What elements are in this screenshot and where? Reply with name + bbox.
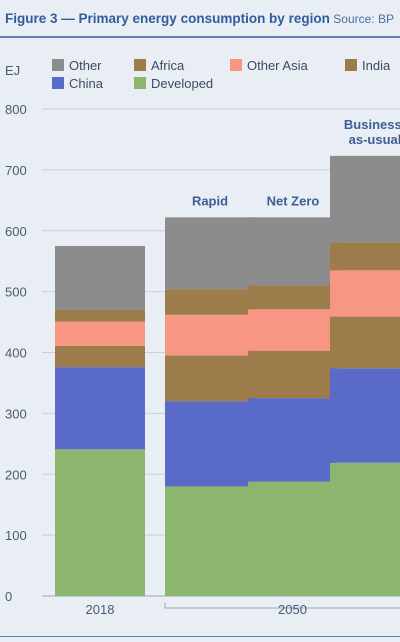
- bar-segment: [330, 270, 400, 317]
- bar-segment: [55, 345, 145, 368]
- scenario-label: Rapid: [192, 193, 228, 208]
- header-rule: [0, 36, 400, 38]
- y-tick-label: 600: [5, 224, 27, 239]
- x-group-bracket: [164, 603, 400, 609]
- bar-segment: [248, 481, 338, 596]
- bar-segment: [55, 367, 145, 450]
- legend-label: Other: [69, 58, 102, 73]
- bar-segment: [248, 217, 338, 286]
- y-tick-label: 700: [5, 163, 27, 178]
- bar-segment: [55, 321, 145, 346]
- y-tick-label: 800: [5, 102, 27, 117]
- bar-segment: [55, 245, 145, 310]
- legend-label: Other Asia: [247, 58, 308, 73]
- legend-swatch: [52, 77, 64, 89]
- legend: Other Africa Other Asia India China Developed: [52, 58, 391, 91]
- y-tick-label: 0: [5, 589, 12, 604]
- bar-segment: [165, 217, 255, 290]
- bar-labels: Rapid Net Zero Business-as-usual: [192, 117, 400, 208]
- y-axis-label: EJ: [5, 63, 20, 78]
- x-axis: 2018 2050: [86, 602, 400, 617]
- legend-label: Africa: [151, 58, 185, 73]
- bar-segment: [330, 368, 400, 463]
- figure-title: Figure 3 — Primary energy consumption by…: [5, 11, 330, 26]
- bar-segment: [165, 401, 255, 487]
- figure-header: Figure 3 — Primary energy consumption by…: [0, 0, 400, 40]
- y-tick-label: 100: [5, 528, 27, 543]
- bar-segment: [330, 242, 400, 271]
- bar-segment: [248, 285, 338, 310]
- bar-segment: [330, 155, 400, 243]
- bar-segment: [330, 316, 400, 369]
- y-tick-label: 200: [5, 467, 27, 482]
- legend-label: India: [362, 58, 391, 73]
- legend-label: Developed: [151, 76, 213, 91]
- bar-segment: [165, 289, 255, 315]
- figure-source: Source: BP: [333, 12, 394, 26]
- legend-swatch: [52, 59, 64, 71]
- x-group-label: 2050: [278, 602, 307, 617]
- bar-segment: [165, 314, 255, 356]
- footer-rule: [0, 636, 400, 637]
- bar-segment: [55, 449, 145, 596]
- legend-label: China: [69, 76, 104, 91]
- bar-segment: [248, 350, 338, 399]
- bar-segment: [330, 462, 400, 596]
- x-group-label: 2018: [86, 602, 115, 617]
- bar-segment: [55, 309, 145, 322]
- scenario-label: Net Zero: [267, 193, 320, 208]
- scenario-label: Business-as-usual: [344, 117, 400, 147]
- legend-swatch: [134, 77, 146, 89]
- bar-segment: [165, 486, 255, 596]
- legend-swatch: [230, 59, 242, 71]
- y-tick-label: 300: [5, 406, 27, 421]
- y-tick-label: 400: [5, 346, 27, 361]
- y-tick-label: 500: [5, 285, 27, 300]
- legend-swatch: [134, 59, 146, 71]
- legend-swatch: [345, 59, 357, 71]
- y-axis-ticks: 0 100 200 300 400 500 600 700 800: [5, 102, 27, 604]
- bars: [55, 155, 400, 596]
- bar-segment: [248, 398, 338, 482]
- bar-segment: [248, 309, 338, 351]
- bar-segment: [165, 355, 255, 402]
